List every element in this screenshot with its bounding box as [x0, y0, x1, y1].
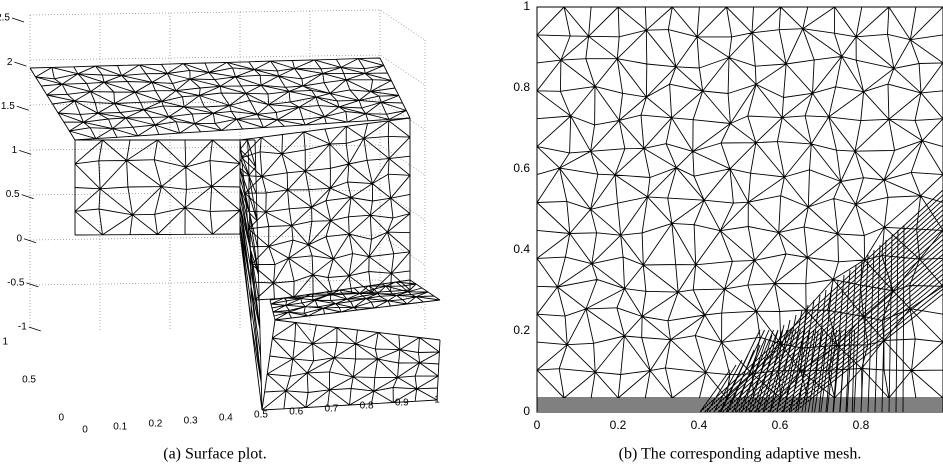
- z-tick: [14, 61, 27, 67]
- z-tick-label: 1.5: [1, 101, 15, 112]
- z-tick: [16, 105, 29, 111]
- z-tick: [19, 150, 32, 155]
- mesh-plot: 1 0.8 0.6 0.4 0.2 00 0.2 0.4 0.6 0.8: [513, 0, 943, 432]
- mesh: [239, 117, 411, 301]
- plot-frame: [536, 6, 943, 413]
- x-tick-label: 0.7: [324, 404, 338, 415]
- x-tick-label: 0: [534, 418, 541, 432]
- x-tick-label: 0.2: [148, 419, 162, 430]
- z-tick-label: 0.5: [6, 189, 20, 200]
- x-tick-label: 0.4: [691, 418, 708, 432]
- x-tick-label: 0: [82, 425, 88, 436]
- z-tick: [23, 238, 37, 244]
- x-tick-label: 0.6: [772, 418, 789, 432]
- x-tick-label: 0.9: [395, 398, 409, 409]
- y-tick-label: 0: [523, 404, 530, 418]
- x-tick-label: 0.1: [113, 422, 127, 433]
- z-tick-label: -0.5: [7, 277, 25, 288]
- mesh: [536, 6, 943, 399]
- mesh: [74, 139, 241, 236]
- z-tick-label: 2: [7, 57, 13, 68]
- z-tick-label: 2.5: [0, 13, 10, 24]
- surface-plot: 2.5 2 1.5 1 0.5 0 -0.5 -1 1 0.5 0 0 0.1 0.2 0.3 0.4 0.5 0…: [0, 9, 441, 436]
- y-tick-label: 0: [58, 413, 64, 424]
- y-tick-label: 0.4: [513, 242, 530, 256]
- mesh: [29, 57, 411, 141]
- z-tick-label: 1: [12, 145, 18, 156]
- x-tick-label: 1: [434, 395, 440, 406]
- caption: (a) Surface plot.: [163, 446, 267, 463]
- x-tick-label: 0.4: [219, 413, 233, 424]
- x-tick-label: 0.3: [184, 416, 198, 427]
- x-tick-label: 0.8: [360, 401, 374, 412]
- y-tick-label: 0.5: [22, 375, 36, 386]
- z-tick: [26, 282, 39, 288]
- mesh-refinement: [537, 189, 943, 413]
- z-tick: [28, 326, 41, 332]
- y-tick-label: 1: [2, 337, 8, 348]
- caption: (b) The corresponding adaptive mesh.: [619, 446, 862, 463]
- z-tick-label: -1: [18, 322, 27, 333]
- mesh: [269, 279, 441, 321]
- y-tick-label: 0.6: [513, 161, 530, 175]
- z-tick: [21, 194, 34, 199]
- y-tick-label: 1: [523, 0, 530, 13]
- x-tick-label: 0.8: [853, 418, 870, 432]
- y-tick-label: 0.2: [513, 323, 530, 337]
- mesh: [261, 319, 441, 411]
- z-tick-label: 0: [16, 233, 22, 244]
- y-tick-label: 0.8: [513, 80, 530, 94]
- x-tick-label: 0.5: [254, 410, 268, 421]
- mesh: [239, 139, 263, 411]
- z-tick: [11, 17, 25, 23]
- x-tick-label: 0.6: [289, 407, 303, 418]
- x-tick-label: 0.2: [610, 418, 627, 432]
